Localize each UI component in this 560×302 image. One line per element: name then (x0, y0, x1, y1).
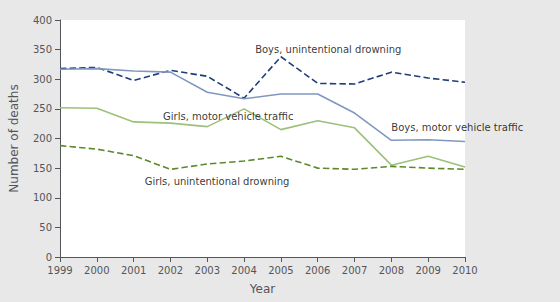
svg-text:2009: 2009 (415, 265, 440, 276)
svg-text:250: 250 (33, 103, 52, 114)
svg-text:2008: 2008 (379, 265, 404, 276)
svg-text:2000: 2000 (84, 265, 109, 276)
svg-text:350: 350 (33, 44, 52, 55)
svg-text:2002: 2002 (158, 265, 183, 276)
svg-text:Boys, motor vehicle traffic: Boys, motor vehicle traffic (391, 122, 523, 133)
svg-text:200: 200 (33, 133, 52, 144)
svg-text:300: 300 (33, 74, 52, 85)
svg-text:100: 100 (33, 192, 52, 203)
svg-text:2003: 2003 (195, 265, 220, 276)
svg-text:2007: 2007 (342, 265, 367, 276)
svg-text:2005: 2005 (268, 265, 293, 276)
svg-text:Year: Year (249, 282, 275, 296)
svg-text:2004: 2004 (231, 265, 256, 276)
svg-text:Number of deaths: Number of deaths (7, 84, 21, 192)
svg-text:Girls, motor vehicle traffic: Girls, motor vehicle traffic (163, 111, 293, 122)
svg-text:0: 0 (46, 252, 52, 263)
svg-text:Boys, unintentional drowning: Boys, unintentional drowning (255, 44, 401, 55)
svg-text:1999: 1999 (47, 265, 72, 276)
svg-text:150: 150 (33, 163, 52, 174)
svg-text:Girls, unintentional drowning: Girls, unintentional drowning (145, 176, 290, 187)
svg-text:400: 400 (33, 15, 52, 26)
svg-text:2001: 2001 (121, 265, 146, 276)
svg-text:2006: 2006 (305, 265, 330, 276)
svg-text:2010: 2010 (452, 265, 477, 276)
svg-text:50: 50 (39, 222, 52, 233)
